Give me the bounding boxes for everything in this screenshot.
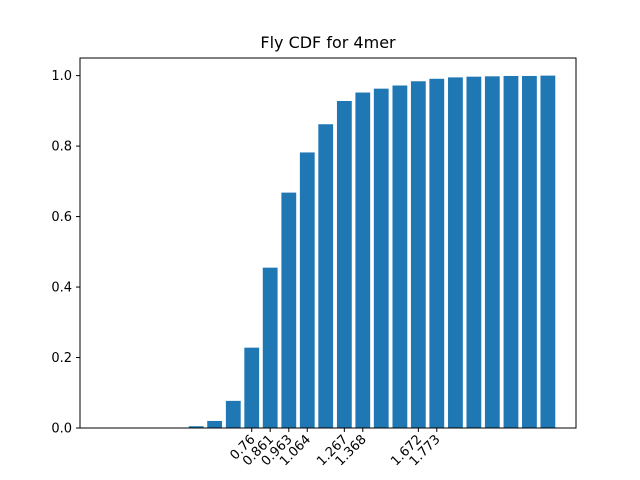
bar-3 [244,348,259,428]
bar-6 [300,152,315,428]
bar-5 [281,193,296,428]
bar-13 [429,79,444,428]
y-tick-label-1: 0.2 [51,351,72,366]
bar-16 [485,76,500,428]
bar-17 [504,76,519,428]
bar-19 [540,76,555,428]
y-tick-label-0: 0.0 [51,422,72,437]
bar-10 [374,89,389,428]
bars-group [189,76,555,428]
bar-7 [318,124,333,428]
bar-18 [522,76,537,428]
chart-title: Fly CDF for 4mer [260,33,396,52]
bar-14 [448,77,463,428]
y-tick-label-5: 1.0 [51,69,72,84]
bar-4 [263,268,278,428]
y-axis: 0.0 0.2 0.4 0.6 0.8 1.0 [51,69,80,436]
bar-9 [355,93,370,428]
bar-2 [226,401,241,428]
y-tick-label-4: 0.8 [51,140,72,155]
y-tick-label-2: 0.4 [51,281,72,296]
bar-12 [411,81,426,428]
y-tick-label-3: 0.6 [51,210,72,225]
bar-8 [337,101,352,428]
bar-11 [392,85,407,428]
bar-1 [207,421,222,428]
bar-15 [466,77,481,428]
